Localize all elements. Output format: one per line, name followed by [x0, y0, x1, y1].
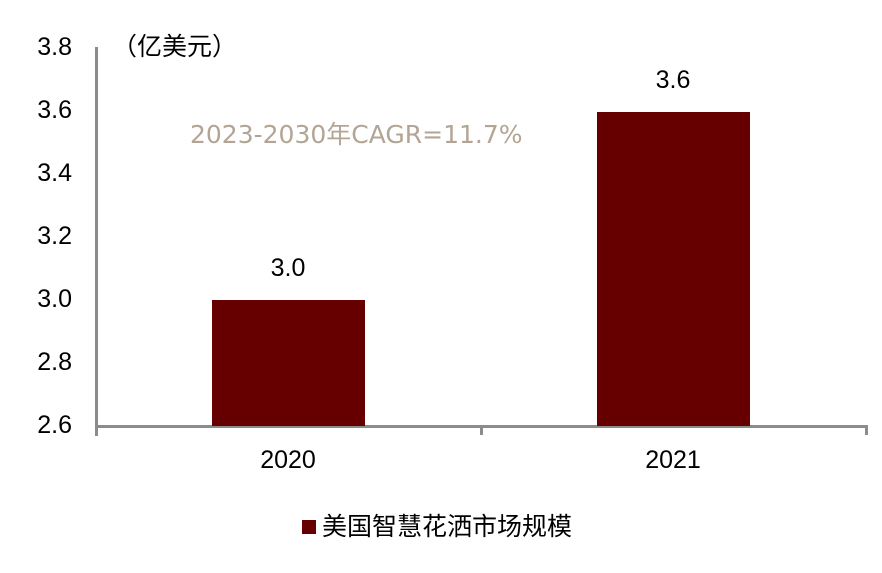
y-tick-label: 2.6 — [37, 411, 72, 439]
x-tick-label: 2021 — [645, 446, 701, 474]
cagr-annotation: 2023-2030年CAGR=11.7% — [190, 120, 523, 149]
legend-label: 美国智慧花洒市场规模 — [322, 512, 573, 541]
y-axis — [95, 47, 98, 436]
y-tick-label: 3.0 — [37, 285, 72, 313]
legend: 美国智慧花洒市场规模 — [302, 512, 572, 542]
data-label: 3.6 — [655, 66, 691, 94]
unit-label: （亿美元） — [112, 32, 238, 61]
bar-2021 — [597, 112, 750, 426]
y-tick-label: 3.6 — [37, 96, 72, 124]
legend-swatch-icon — [302, 520, 316, 534]
bar-2020 — [212, 300, 365, 426]
x-tick-label: 2020 — [260, 446, 316, 474]
y-tick-label: 3.8 — [37, 33, 72, 61]
y-tick-label: 3.2 — [37, 222, 72, 250]
y-tick-label: 2.8 — [37, 348, 72, 376]
x-axis-tick — [480, 425, 483, 435]
data-label: 3.0 — [270, 254, 306, 282]
y-tick-label: 3.4 — [37, 159, 72, 187]
x-axis-tick — [865, 425, 868, 435]
